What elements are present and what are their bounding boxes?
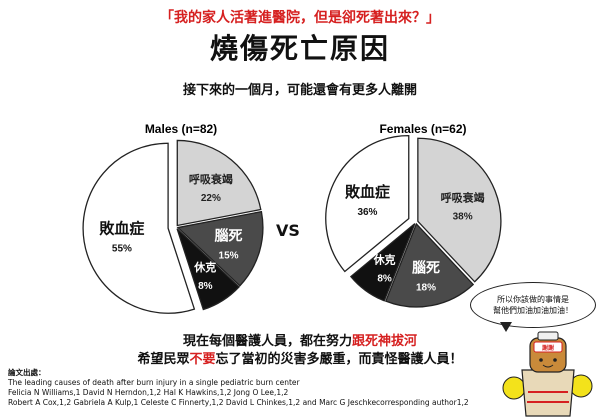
slice-percent: 38% bbox=[453, 212, 473, 223]
mascot-eye-right bbox=[553, 358, 557, 362]
slice-percent: 22% bbox=[201, 193, 221, 204]
bottom-line-2-highlight: 不要 bbox=[189, 352, 216, 367]
mascot-badge-text: 謝謝 bbox=[542, 344, 554, 352]
references: 論文出處： The leading causes of death after … bbox=[8, 368, 469, 408]
page-title: 燒傷死亡原因 bbox=[209, 32, 390, 65]
page-subtitle: 接下來的一個月，可能還會有更多人離開 bbox=[182, 83, 417, 98]
pie-slice bbox=[176, 210, 264, 287]
mascot-eye-left bbox=[539, 358, 543, 362]
slice-percent: 8% bbox=[198, 281, 213, 292]
quote-text: 「我的家人活著進醫院，但是卻死著出來？」 bbox=[160, 10, 440, 26]
bottom-line-1-a: 現在每個醫護人員，都在努力 bbox=[182, 334, 352, 349]
slice-label: 腦死 bbox=[412, 260, 440, 277]
females-chart-title: Females (n=62) bbox=[379, 122, 466, 136]
mascot-cap bbox=[537, 331, 559, 341]
slice-label: 呼吸衰竭 bbox=[189, 172, 233, 186]
slice-label: 敗血症 bbox=[99, 220, 144, 238]
slice-label: 腦死 bbox=[215, 227, 243, 244]
slice-percent: 36% bbox=[357, 207, 377, 218]
reference-line: Robert A Cox,1,2 Gabriela A Kulp,1 Celes… bbox=[8, 398, 469, 407]
slice-percent: 8% bbox=[377, 273, 392, 284]
slice-percent: 55% bbox=[112, 244, 132, 255]
mascot-mouth bbox=[542, 364, 554, 368]
males-chart-title: Males (n=82) bbox=[145, 122, 217, 136]
bottom-line-2: 希望民眾不要忘了當初的災害多嚴重，而責怪醫護人員！ bbox=[0, 348, 600, 367]
pom-pom-left-icon bbox=[502, 376, 526, 400]
speech-bubble: 所以你該做的事情是 幫他們加油加油加油！ bbox=[470, 282, 596, 328]
slice-label: 休克 bbox=[373, 252, 396, 266]
pie-slice bbox=[176, 139, 262, 227]
bottom-line-2-a: 希望民眾 bbox=[137, 352, 190, 367]
bottom-line-1: 現在每個醫護人員，都在努力跟死神拔河 bbox=[0, 330, 600, 349]
pie-slice bbox=[325, 134, 410, 273]
bottom-line-2-c: 忘了當初的災害多嚴重，而責怪醫護人員！ bbox=[215, 352, 463, 367]
mascot-badge bbox=[533, 341, 563, 353]
pie-slice bbox=[349, 223, 416, 302]
references-heading: 論文出處： bbox=[8, 368, 46, 377]
slice-label: 呼吸衰竭 bbox=[441, 191, 485, 205]
slice-percent: 15% bbox=[219, 250, 239, 261]
pie-slice bbox=[176, 228, 240, 311]
pie-slice bbox=[82, 142, 196, 314]
mascot-illustration: 謝謝 bbox=[502, 331, 593, 417]
males-pie: 呼吸衰竭 22% 腦死 15%休克 8% 敗血症 55% bbox=[82, 139, 264, 314]
reference-line: Felicia N Williams,1 David N Herndon,1,2… bbox=[8, 388, 289, 397]
slice-label: 敗血症 bbox=[345, 183, 390, 201]
vs-label: VS bbox=[276, 221, 300, 240]
speech-bubble-tail bbox=[500, 322, 512, 332]
slice-percent: 18% bbox=[416, 283, 436, 294]
bottom-line-1-highlight: 跟死神拔河 bbox=[352, 334, 418, 349]
speech-bubble-line-2: 幫他們加油加油加油！ bbox=[493, 306, 573, 315]
females-pie: 呼吸衰竭 38% 腦死 18% 休克 8% 敗血症 36% bbox=[325, 134, 502, 308]
slice-label: 休克 bbox=[193, 260, 216, 274]
pie-slice bbox=[384, 222, 475, 308]
reference-line: The leading causes of death after burn i… bbox=[8, 378, 300, 387]
speech-bubble-line-1: 所以你該做的事情是 bbox=[497, 295, 569, 304]
pie-slice bbox=[417, 137, 502, 283]
